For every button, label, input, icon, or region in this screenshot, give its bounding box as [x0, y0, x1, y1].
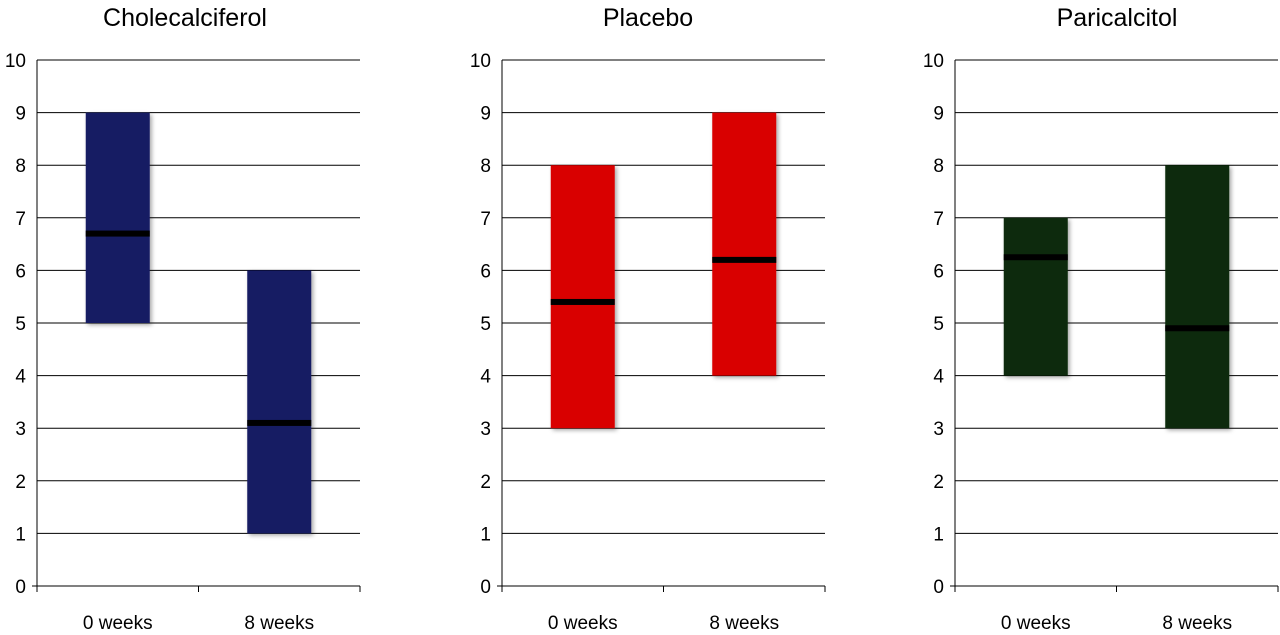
y-tick-label: 4: [15, 367, 26, 388]
y-tick-label: 1: [933, 524, 944, 545]
y-tick-label: 10: [5, 51, 26, 72]
y-tick-label: 8: [933, 156, 944, 177]
y-tick-label: 1: [15, 524, 26, 545]
x-category-label: 0 weeks: [1001, 613, 1071, 634]
y-tick-label: 10: [923, 51, 944, 72]
y-tick-label: 3: [480, 419, 491, 440]
median-line: [1003, 254, 1068, 261]
y-tick-label: 10: [470, 51, 491, 72]
y-tick-label: 4: [480, 367, 491, 388]
y-tick-label: 4: [933, 367, 944, 388]
chart-panel: Cholecalciferol 0 1 2 3 4 5 6 7 8 9 10 0 weeks 8 week…: [5, 4, 361, 634]
x-category-label: 8 weeks: [1162, 613, 1232, 634]
range-bar: [247, 270, 312, 534]
y-tick-label: 0: [15, 577, 26, 598]
x-category-label: 0 weeks: [83, 613, 153, 634]
y-tick-label: 8: [480, 156, 491, 177]
range-bar: [1003, 217, 1068, 376]
x-category-label: 8 weeks: [244, 613, 314, 634]
y-tick-label: 1: [480, 524, 491, 545]
y-tick-label: 6: [480, 261, 491, 282]
y-tick-label: 3: [933, 419, 944, 440]
y-tick-label: 5: [933, 314, 944, 335]
x-category-label: 0 weeks: [548, 613, 618, 634]
chart-title: Placebo: [603, 4, 693, 32]
y-tick-label: 9: [480, 104, 491, 125]
chart-panel: Placebo 0 1 2 3 4 5 6 7 8 9 10 0 weeks 8 weeks: [470, 4, 826, 634]
y-tick-label: 3: [15, 419, 26, 440]
y-tick-label: 5: [15, 314, 26, 335]
y-tick-label: 0: [933, 577, 944, 598]
median-line: [550, 298, 615, 305]
range-bar: [550, 165, 615, 429]
median-line: [712, 256, 777, 263]
chart-title: Cholecalciferol: [103, 4, 267, 32]
y-tick-label: 2: [480, 472, 491, 493]
y-tick-label: 6: [15, 261, 26, 282]
chart-title: Paricalcitol: [1057, 4, 1178, 32]
y-tick-label: 9: [15, 104, 26, 125]
y-tick-label: 8: [15, 156, 26, 177]
y-tick-label: 2: [15, 472, 26, 493]
y-tick-label: 7: [480, 209, 491, 230]
range-bar: [1165, 165, 1230, 429]
y-tick-label: 5: [480, 314, 491, 335]
median-line: [85, 230, 150, 237]
y-tick-label: 7: [15, 209, 26, 230]
median-line: [1165, 325, 1230, 332]
range-bar: [712, 112, 777, 376]
range-bar: [85, 112, 150, 323]
y-tick-label: 2: [933, 472, 944, 493]
chart-panel: Paricalcitol 0 1 2 3 4 5 6 7 8 9 10 0 weeks 8 weeks: [923, 4, 1279, 634]
median-line: [247, 419, 312, 426]
y-tick-label: 0: [480, 577, 491, 598]
y-tick-label: 6: [933, 261, 944, 282]
y-tick-label: 7: [933, 209, 944, 230]
y-tick-label: 9: [933, 104, 944, 125]
x-category-label: 8 weeks: [709, 613, 779, 634]
